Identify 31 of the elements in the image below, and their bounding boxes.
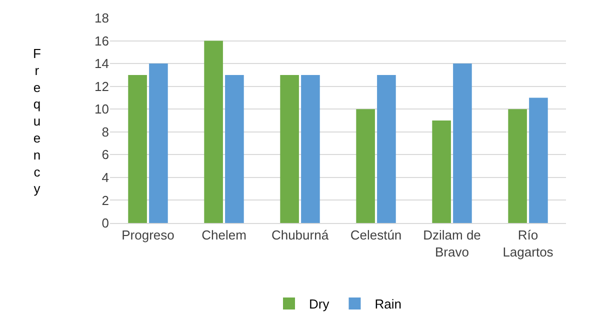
y-tick-label: 2 (102, 192, 109, 208)
bar (529, 98, 548, 223)
x-tick-label: Chelem (202, 228, 246, 243)
y-tick-label: 14 (94, 56, 109, 72)
y-tick-label: 6 (102, 147, 109, 162)
legend-label: Rain (374, 296, 402, 312)
x-tick-label: Río Lagartos (502, 228, 554, 260)
y-tick-label: 10 (94, 102, 109, 117)
bar (204, 40, 223, 223)
x-tick-label: Dzilam de Bravo (423, 228, 481, 260)
x-tick-label: Celestún (350, 228, 402, 243)
legend-label: Dry (309, 296, 330, 312)
bar (377, 74, 396, 223)
bar (280, 74, 299, 223)
y-tick-label: 4 (102, 170, 109, 185)
bar (301, 74, 320, 223)
bar (356, 109, 375, 223)
x-tick-label: Progreso (122, 228, 174, 243)
y-tick-label: 0 (102, 216, 109, 231)
y-tick-label: 12 (94, 78, 109, 94)
bar (149, 64, 168, 223)
y-tick-label: 8 (102, 124, 109, 140)
text: Frequency (33, 46, 41, 196)
y-tick-label: 18 (94, 10, 109, 26)
y-tick-label: 16 (94, 33, 109, 48)
bar (453, 64, 472, 223)
bar (128, 74, 147, 223)
bar (508, 109, 527, 223)
bar (225, 74, 244, 223)
bar (432, 120, 451, 223)
x-tick-label: Chuburná (271, 228, 330, 243)
